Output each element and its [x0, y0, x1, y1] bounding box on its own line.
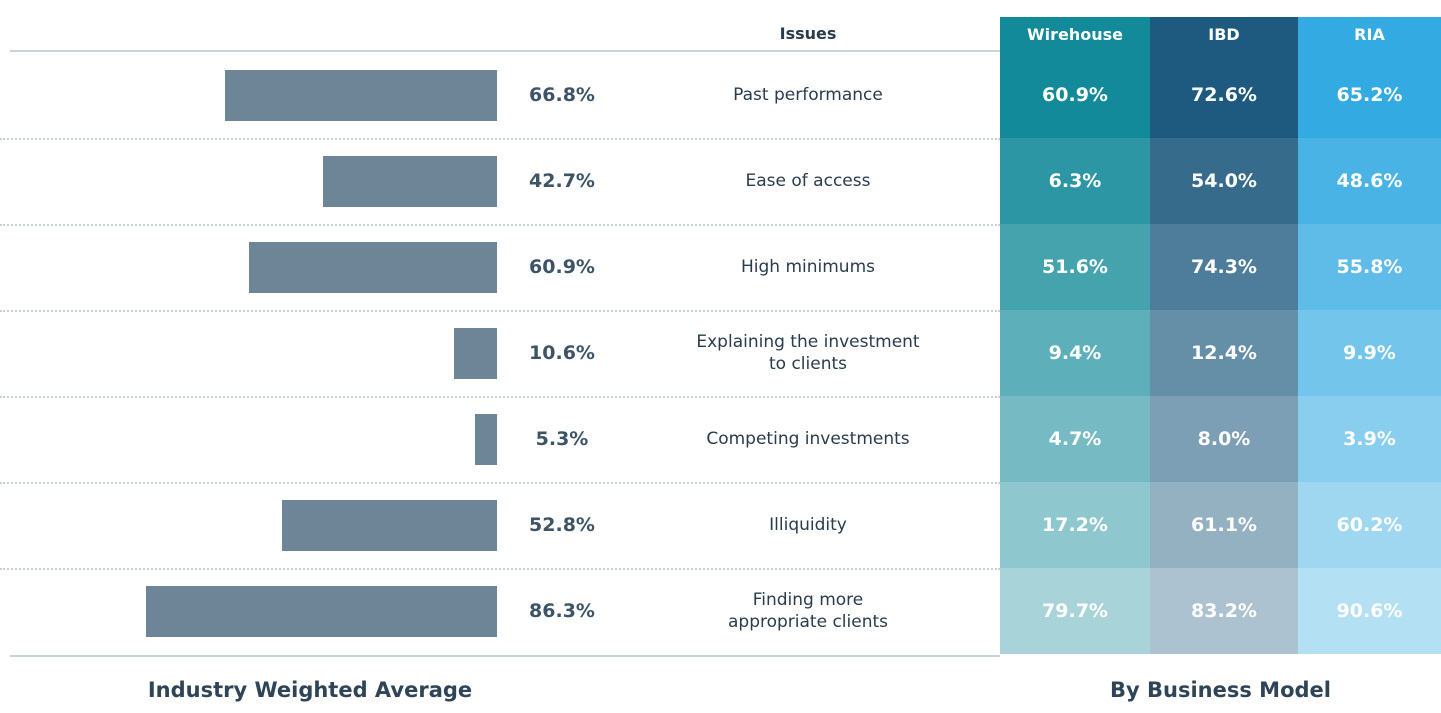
bar — [249, 242, 497, 293]
bar — [453, 328, 497, 379]
issue-label: Illiquidity — [769, 515, 847, 535]
right-footer: By Business Model — [1110, 678, 1331, 702]
issue-label: High minimums — [740, 257, 875, 277]
table-cell: 60.2% — [1298, 482, 1441, 568]
table-cell: 83.2% — [1150, 568, 1298, 654]
issue-label: Competing investments — [706, 429, 910, 449]
value-label: 60.9% — [529, 256, 595, 278]
row-separator — [0, 310, 1000, 312]
table-cell: 74.3% — [1150, 224, 1298, 310]
bar — [475, 414, 497, 465]
issue-label: Ease of access — [745, 171, 871, 191]
table-cell: 65.2% — [1298, 52, 1441, 138]
table-cell: 72.6% — [1150, 52, 1298, 138]
column-header: IBD — [1150, 17, 1298, 52]
table-cell: 60.9% — [1000, 52, 1150, 138]
table-cell: 90.6% — [1298, 568, 1441, 654]
table-cell: 79.7% — [1000, 568, 1150, 654]
table-cell: 8.0% — [1150, 396, 1298, 482]
row-separator — [0, 482, 1000, 484]
issue-label: Explaining the investment to clients — [696, 332, 920, 374]
table-cell: 17.2% — [1000, 482, 1150, 568]
bar — [282, 500, 497, 551]
bar — [323, 156, 497, 207]
bar — [225, 70, 497, 121]
table-cell: 48.6% — [1298, 138, 1441, 224]
value-label: 52.8% — [529, 514, 595, 536]
row-separator — [0, 138, 1000, 140]
value-label: 10.6% — [529, 342, 595, 364]
column-header: Wirehouse — [1000, 17, 1150, 52]
issues-header: Issues — [779, 24, 837, 43]
value-label: 66.8% — [529, 84, 595, 106]
table-cell: 55.8% — [1298, 224, 1441, 310]
table-cell: 54.0% — [1150, 138, 1298, 224]
table-cell: 6.3% — [1000, 138, 1150, 224]
issue-label: Past performance — [733, 85, 883, 105]
value-label: 86.3% — [529, 600, 595, 622]
row-separator — [0, 568, 1000, 570]
column-header: RIA — [1298, 17, 1441, 52]
row-separator — [0, 224, 1000, 226]
table-cell: 3.9% — [1298, 396, 1441, 482]
table-cell: 51.6% — [1000, 224, 1150, 310]
row-separator — [0, 396, 1000, 398]
table-cell: 9.4% — [1000, 310, 1150, 396]
top-rule — [10, 50, 1000, 52]
value-label: 42.7% — [529, 170, 595, 192]
table-cell: 9.9% — [1298, 310, 1441, 396]
issue-label: Finding more appropriate clients — [727, 590, 888, 632]
left-footer: Industry Weighted Average — [147, 678, 473, 702]
table-cell: 12.4% — [1150, 310, 1298, 396]
value-label: 5.3% — [535, 428, 589, 450]
bar — [145, 586, 497, 637]
bottom-rule — [10, 655, 1000, 657]
table-cell: 61.1% — [1150, 482, 1298, 568]
table-cell: 4.7% — [1000, 396, 1150, 482]
